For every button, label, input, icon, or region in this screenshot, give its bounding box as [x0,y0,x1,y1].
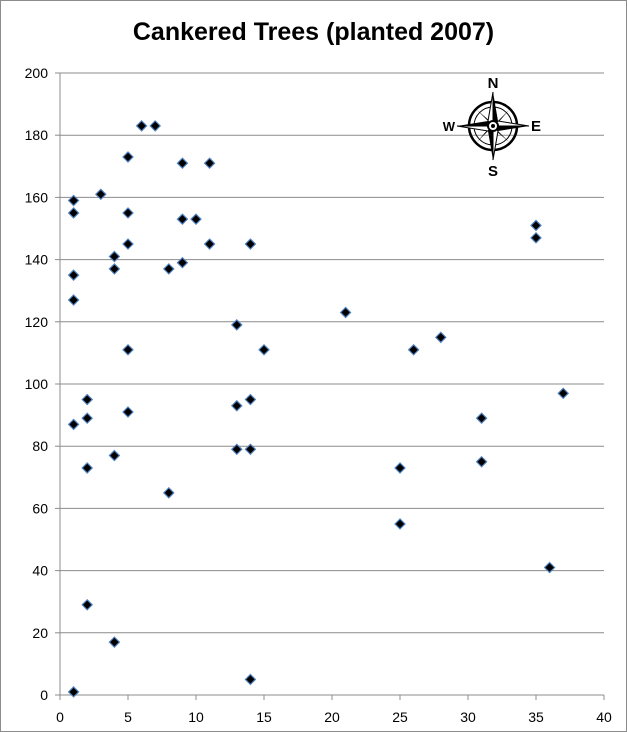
x-tick-label: 15 [256,709,272,725]
data-point [394,518,406,530]
data-point [394,462,406,474]
compass-rose-icon: N S E W [443,75,541,180]
y-tick-label: 80 [32,438,48,454]
data-point [149,120,162,132]
y-tick-label: 100 [25,376,49,392]
compass-south-label: S [488,163,498,180]
data-point [258,343,270,356]
compass-west-label: W [443,119,456,134]
data-point [407,343,420,356]
data-point [230,443,243,456]
y-tick-label: 20 [32,625,48,641]
y-tick-label: 60 [32,500,48,516]
x-tick-label: 5 [124,709,132,725]
data-point [434,331,447,344]
x-tick-label: 40 [596,709,612,725]
data-point [67,418,80,431]
data-point [203,238,216,250]
data-point [244,673,257,686]
data-point [244,238,257,250]
data-point [108,263,121,275]
data-point [244,393,257,406]
y-tick-label: 160 [25,189,49,205]
data-point [122,151,134,163]
data-point [122,406,134,418]
data-point [543,561,556,574]
data-point [135,120,148,132]
data-point [190,213,202,226]
data-point [557,387,570,400]
data-point [176,256,189,269]
data-point [176,157,189,170]
data-point [530,219,542,232]
data-point [230,399,243,412]
data-point [108,449,121,462]
x-tick-label: 30 [460,709,476,725]
data-point [67,207,80,219]
data-point [67,194,80,207]
y-tick-label: 120 [25,314,49,330]
data-point [162,263,175,275]
data-point [122,207,134,219]
data-point [81,393,94,406]
data-point [67,269,80,281]
data-point [230,319,243,331]
data-point [475,412,488,425]
data-point [339,306,352,319]
data-point [67,686,80,698]
y-tick-label: 0 [40,687,48,703]
y-tick-label: 140 [25,252,49,268]
x-tick-label: 25 [392,709,408,725]
data-point [108,250,121,263]
data-point [81,412,94,425]
data-point [203,157,216,170]
compass-east-label: E [531,118,541,135]
data-point [94,188,107,201]
compass-north-label: N [488,75,499,92]
grid-lines [60,72,604,634]
data-point [475,455,488,468]
y-tick-label: 200 [25,65,49,81]
y-tick-label: 40 [32,563,48,579]
y-tick-label: 180 [25,127,49,143]
data-point [176,213,189,226]
data-point [162,487,175,499]
x-tick-label: 20 [324,709,340,725]
x-tick-label: 10 [188,709,204,725]
data-point [244,443,257,456]
data-point [530,231,542,244]
x-tick-label: 0 [56,709,64,725]
data-point [122,343,134,356]
data-point [81,598,94,611]
data-point [81,462,94,474]
x-axis-ticks: 0 5 10 15 20 25 30 35 40 [56,695,612,725]
data-point [67,294,80,306]
data-point [122,238,134,250]
chart-title: Cankered Trees (planted 2007) [132,18,495,46]
x-tick-label: 35 [528,709,544,725]
data-point [108,636,121,648]
y-axis-ticks: 0 20 40 60 80 100 120 140 160 180 200 [25,65,60,703]
data-points [67,120,570,698]
